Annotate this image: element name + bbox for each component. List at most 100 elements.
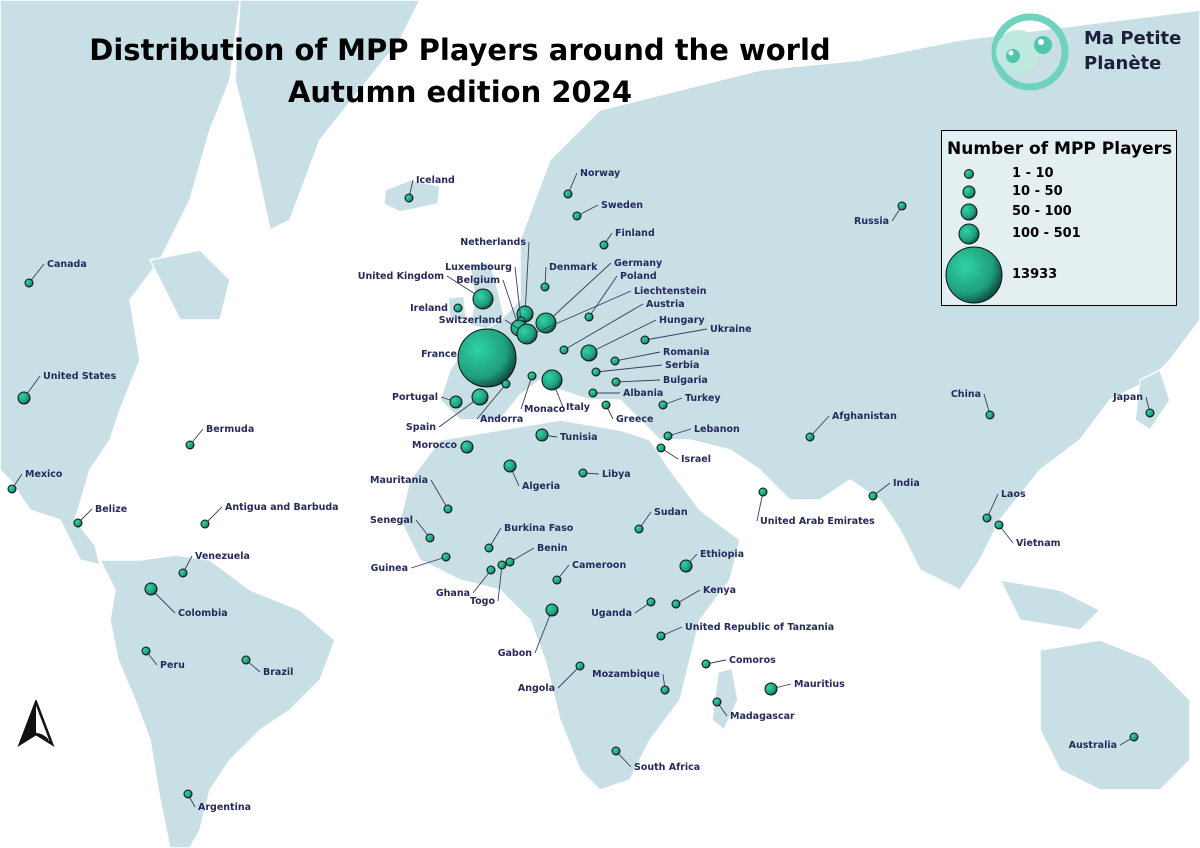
country-label: United Republic of Tanzania (685, 622, 834, 633)
country-label: Sudan (654, 507, 688, 518)
marker-circle (516, 323, 538, 345)
country-label: Burkina Faso (504, 523, 574, 534)
marker-circle (584, 312, 594, 322)
leader-line (476, 383, 507, 420)
marker-circle (457, 328, 517, 388)
marker-circle (656, 443, 666, 453)
leader-line (595, 364, 663, 373)
country-label: China (951, 389, 981, 400)
country-label: Denmark (549, 262, 598, 273)
country-label: Iceland (416, 175, 455, 186)
country-marker-south-africa: South Africa (611, 746, 700, 773)
legend: Number of MPP Players 1 - 10 10 - 50 50 … (941, 130, 1177, 306)
marker-circle (1129, 732, 1139, 742)
leader-line (756, 491, 764, 522)
country-marker-algeria: Algeria (503, 459, 560, 492)
marker-circle (24, 278, 34, 288)
country-label: Kenya (703, 585, 736, 596)
country-marker-afghanistan: Afghanistan (805, 411, 897, 442)
marker-circle (663, 431, 673, 441)
country-marker-antigua-and-barbuda: Antigua and Barbuda (200, 502, 339, 529)
marker-circle (73, 518, 83, 528)
country-label: Switzerland (439, 315, 502, 326)
marker-circle (535, 312, 557, 334)
marker-circle (563, 189, 573, 199)
country-marker-colombia: Colombia (144, 582, 228, 619)
marker-circle (144, 582, 158, 596)
country-marker-morocco: Morocco (412, 440, 474, 454)
country-marker-albania: Albania (588, 388, 663, 399)
legend-item-100-501: 100 - 501 (942, 223, 1178, 245)
marker-circle (141, 646, 151, 656)
country-label: Hungary (659, 315, 705, 326)
country-label: United States (43, 371, 117, 382)
marker-circle (552, 575, 562, 585)
map-title: Distribution of MPP Players around the w… (89, 33, 831, 67)
country-label: Russia (854, 216, 889, 227)
marker-circle (764, 682, 778, 696)
country-marker-kenya: Kenya (671, 585, 736, 609)
country-marker-gabon: Gabon (498, 603, 559, 659)
country-label: Mexico (25, 469, 63, 480)
country-marker-turkey: Turkey (658, 393, 721, 410)
country-label: Serbia (665, 360, 699, 371)
country-label: Libya (602, 469, 631, 480)
leader-line (809, 415, 830, 438)
country-label: Colombia (178, 608, 228, 619)
country-label: Peru (160, 660, 185, 671)
leader-line (644, 328, 708, 341)
marker-circle (591, 367, 601, 377)
country-marker-belize: Belize (73, 504, 127, 528)
country-label: Ghana (436, 588, 470, 599)
leader-line (615, 379, 661, 383)
country-label: Algeria (522, 481, 560, 492)
marker-circle (671, 599, 681, 609)
marker-circle (185, 440, 195, 450)
marker-circle (540, 282, 550, 292)
country-marker-serbia: Serbia (591, 360, 699, 377)
marker-circle (588, 388, 598, 398)
marker-circle (985, 410, 995, 420)
country-marker-russia: Russia (854, 201, 907, 227)
country-label: Australia (1069, 740, 1117, 751)
country-label: France (421, 349, 457, 360)
leader-line (520, 375, 533, 410)
marker-circle (805, 432, 815, 442)
country-label: Poland (620, 271, 657, 282)
country-marker-monaco: Monaco (520, 371, 566, 415)
marker-circle (501, 379, 511, 389)
country-marker-bulgaria: Bulgaria (611, 375, 708, 387)
country-marker-poland: Poland (584, 271, 657, 322)
leader-line (509, 547, 535, 563)
country-marker-japan: Japan (1112, 392, 1155, 418)
country-marker-tunisia: Tunisia (535, 428, 598, 443)
marker-circle (503, 459, 517, 473)
country-marker-united-arab-emirates: United Arab Emirates (756, 487, 875, 527)
country-marker-germany: Germany (535, 258, 663, 334)
marker-circle (599, 240, 609, 250)
leader-line (524, 241, 530, 315)
marker-circle (527, 371, 537, 381)
country-label: Bermuda (206, 424, 254, 435)
country-label: Cameroon (572, 560, 626, 571)
marker-circle (559, 345, 569, 355)
country-marker-togo: Togo (470, 560, 507, 607)
country-label: Luxembourg (445, 262, 512, 273)
leader-line (675, 589, 701, 605)
country-label: Gabon (498, 648, 533, 659)
logo-line2: Planète (1084, 53, 1162, 74)
country-label: Israel (681, 454, 711, 465)
country-marker-finland: Finland (599, 228, 655, 250)
marker-circle (404, 193, 414, 203)
country-marker-hungary: Hungary (580, 315, 705, 362)
country-marker-israel: Israel (656, 443, 711, 465)
country-label: Lebanon (694, 424, 740, 435)
marker-circle (611, 377, 621, 387)
country-marker-canada: Canada (24, 259, 87, 288)
country-label: Ethiopia (700, 549, 744, 560)
country-marker-mexico: Mexico (7, 469, 63, 494)
country-marker-india: India (868, 478, 920, 501)
country-marker-greece: Greece (601, 400, 653, 425)
country-marker-andorra: Andorra (476, 379, 523, 425)
